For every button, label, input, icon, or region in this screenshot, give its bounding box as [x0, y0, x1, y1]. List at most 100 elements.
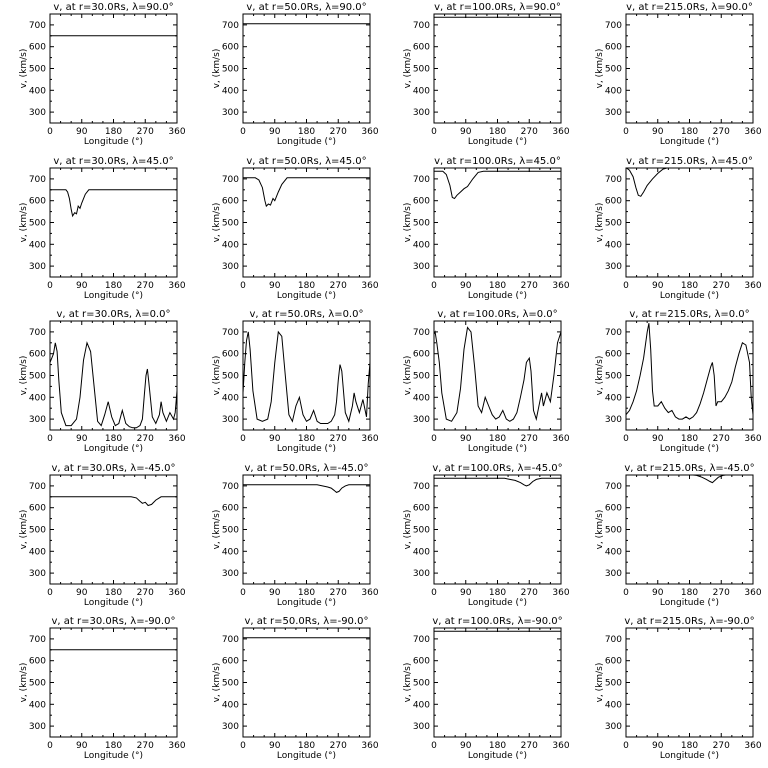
x-tick-label: 0	[47, 127, 53, 137]
y-tick-label: 700	[29, 175, 46, 185]
x-axis-label: Longitude (°)	[84, 598, 143, 608]
y-axis-label: v, (km/s)	[403, 203, 413, 243]
y-tick-label: 500	[222, 65, 239, 75]
y-tick-label: 700	[222, 328, 239, 338]
x-tick-label: 180	[298, 127, 315, 137]
x-axis-label: Longitude (°)	[84, 137, 143, 147]
x-tick-label: 270	[521, 741, 538, 751]
y-tick-label: 700	[29, 21, 46, 31]
x-tick-label: 180	[105, 127, 122, 137]
y-tick-label: 300	[605, 415, 622, 425]
y-tick-label: 600	[222, 504, 239, 514]
subplot-title: v, at r=30.0Rs, λ=90.0°	[53, 2, 173, 13]
y-tick-label: 300	[605, 108, 622, 118]
y-tick-label: 400	[222, 393, 239, 403]
x-tick-label: 270	[137, 588, 154, 598]
y-axis-label: v, (km/s)	[595, 356, 605, 396]
subplot-title: v, at r=30.0Rs, λ=-45.0°	[52, 463, 176, 474]
x-tick-label: 270	[330, 434, 347, 444]
x-tick-label: 0	[623, 741, 629, 751]
velocity-line	[243, 177, 370, 208]
x-tick-label: 90	[269, 281, 281, 291]
y-tick-label: 300	[413, 569, 430, 579]
y-tick-label: 500	[29, 219, 46, 229]
y-tick-label: 600	[222, 350, 239, 360]
y-tick-label: 500	[29, 372, 46, 382]
velocity-line	[626, 323, 753, 420]
subplot-title: v, at r=30.0Rs, λ=45.0°	[53, 156, 173, 167]
plot-frame	[433, 627, 562, 738]
plot-frame	[433, 167, 562, 278]
x-axis-label: Longitude (°)	[277, 598, 336, 608]
subplot-title: v, at r=50.0Rs, λ=-45.0°	[245, 463, 369, 474]
x-tick-label: 180	[105, 281, 122, 291]
y-tick-label: 400	[605, 240, 622, 250]
y-tick-label: 600	[413, 350, 430, 360]
subplot-title: v, at r=50.0Rs, λ=0.0°	[250, 309, 364, 320]
subplot-10: v, at r=50.0Rs, λ=0.0° 0 90 180 270 360 300 400…	[212, 309, 379, 454]
x-tick-label: 270	[330, 127, 347, 137]
y-axis-label: v, (km/s)	[19, 49, 29, 89]
x-tick-label: 0	[240, 588, 246, 598]
y-tick-label: 400	[413, 700, 430, 710]
x-tick-label: 270	[713, 741, 730, 751]
y-tick-label: 300	[29, 108, 46, 118]
plot-frame	[49, 627, 178, 738]
y-tick-label: 500	[222, 679, 239, 689]
x-axis-label: Longitude (°)	[660, 598, 719, 608]
x-tick-label: 90	[652, 434, 664, 444]
subplot-title: v, at r=30.0Rs, λ=0.0°	[57, 309, 171, 320]
subplot-7: v, at r=100.0Rs, λ=45.0° 0 90 180 270 360 300 4…	[403, 156, 570, 301]
subplot-title: v, at r=215.0Rs, λ=-90.0°	[624, 616, 754, 627]
x-axis-label: Longitude (°)	[660, 444, 719, 454]
x-tick-label: 0	[431, 281, 437, 291]
x-tick-label: 270	[330, 588, 347, 598]
y-tick-label: 700	[222, 635, 239, 645]
plot-frame	[625, 320, 754, 431]
y-tick-label: 300	[605, 722, 622, 732]
plot-frame	[433, 13, 562, 124]
y-tick-label: 400	[222, 240, 239, 250]
y-axis-label: v, (km/s)	[403, 49, 413, 89]
subplot-20: v, at r=215.0Rs, λ=-90.0° 0 90 180 270 360 300…	[595, 616, 762, 761]
x-tick-label: 0	[240, 741, 246, 751]
y-tick-label: 500	[413, 219, 430, 229]
x-tick-label: 360	[361, 281, 378, 291]
y-tick-label: 400	[222, 547, 239, 557]
x-tick-label: 270	[521, 281, 538, 291]
plot-frame	[49, 474, 178, 585]
subplot-2: v, at r=50.0Rs, λ=90.0° 0 90 180 270 360 300 40…	[212, 2, 379, 147]
subplot-3: v, at r=100.0Rs, λ=90.0° 0 90 180 270 360 300 4…	[403, 2, 570, 147]
y-tick-label: 700	[413, 482, 430, 492]
plot-frame	[625, 627, 754, 738]
subplot-title: v, at r=215.0Rs, λ=90.0°	[626, 2, 753, 13]
x-tick-label: 180	[681, 588, 698, 598]
y-tick-label: 700	[222, 175, 239, 185]
y-axis-label: v, (km/s)	[19, 510, 29, 550]
x-tick-label: 270	[713, 127, 730, 137]
x-tick-label: 90	[76, 127, 88, 137]
x-tick-label: 360	[552, 434, 569, 444]
y-tick-label: 500	[605, 372, 622, 382]
x-tick-label: 0	[623, 127, 629, 137]
x-tick-label: 270	[330, 741, 347, 751]
x-axis-label: Longitude (°)	[277, 137, 336, 147]
subplot-8: v, at r=215.0Rs, λ=45.0° 0 90 180 270 360 300 4…	[595, 156, 762, 301]
subplot-title: v, at r=100.0Rs, λ=-90.0°	[432, 616, 562, 627]
y-axis-label: v, (km/s)	[212, 510, 222, 550]
y-tick-label: 400	[222, 86, 239, 96]
subplot-18: v, at r=50.0Rs, λ=-90.0° 0 90 180 270 360 300 4…	[212, 616, 379, 761]
x-axis-label: Longitude (°)	[468, 598, 527, 608]
x-tick-label: 0	[623, 434, 629, 444]
velocity-line	[50, 189, 177, 218]
x-axis-label: Longitude (°)	[277, 291, 336, 301]
x-tick-label: 180	[681, 434, 698, 444]
y-tick-label: 700	[413, 635, 430, 645]
x-tick-label: 180	[489, 588, 506, 598]
x-tick-label: 360	[361, 434, 378, 444]
x-tick-label: 270	[521, 588, 538, 598]
x-axis-label: Longitude (°)	[660, 291, 719, 301]
velocity-line	[50, 496, 177, 507]
x-tick-label: 0	[240, 434, 246, 444]
